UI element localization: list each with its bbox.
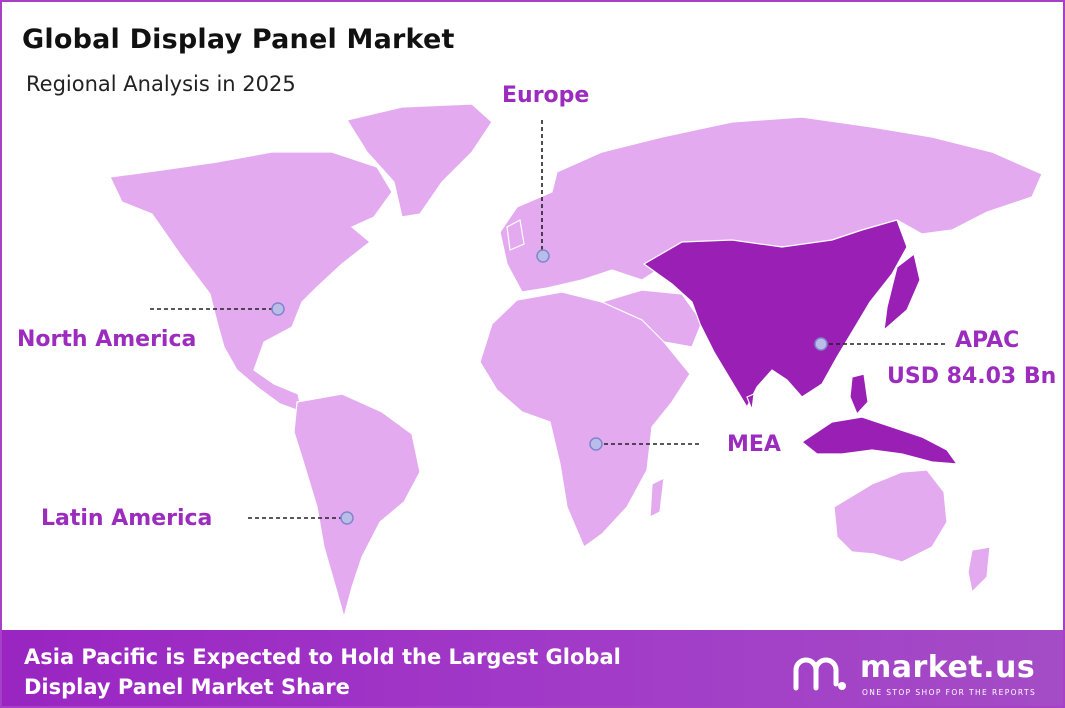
indonesia-region xyxy=(800,416,959,465)
madagascar-region xyxy=(649,476,665,519)
philippines-region xyxy=(849,373,869,416)
page-subtitle: Regional Analysis in 2025 xyxy=(26,72,296,96)
brand-name: market.us xyxy=(860,650,1036,685)
europe-marker xyxy=(536,249,550,263)
footer-line-1: Asia Pacific is Expected to Hold the Lar… xyxy=(24,645,621,669)
japan-region xyxy=(883,252,921,332)
new-zealand-region xyxy=(967,546,991,594)
label-mea: MEA xyxy=(727,432,781,457)
europe-russia-region xyxy=(499,116,1043,293)
page-title: Global Display Panel Market xyxy=(22,24,455,55)
label-latin-america: Latin America xyxy=(41,506,213,531)
apac-region xyxy=(642,219,908,409)
middle-east-region xyxy=(600,289,703,348)
label-north-america: North America xyxy=(17,327,197,352)
footer-line-2: Display Panel Market Share xyxy=(24,675,350,699)
sri-lanka-region xyxy=(746,393,755,411)
brand-block: market.us ONE STOP SHOP FOR THE REPORTS xyxy=(790,648,1050,698)
north-america-region xyxy=(109,151,393,413)
apac-marker xyxy=(814,337,828,351)
market-us-logo-icon xyxy=(793,657,846,691)
label-apac: APAC xyxy=(955,328,1020,353)
latin-america-marker xyxy=(340,511,354,525)
label-apac-value: USD 84.03 Bn xyxy=(887,364,1057,389)
greenland-region xyxy=(346,103,493,218)
australia-region xyxy=(833,469,948,563)
mea-marker xyxy=(589,437,603,451)
footer-banner: Asia Pacific is Expected to Hold the Lar… xyxy=(2,630,1063,706)
south-america-region xyxy=(293,393,421,620)
uk-region xyxy=(506,219,525,251)
footer-message: Asia Pacific is Expected to Hold the Lar… xyxy=(24,642,621,702)
north-america-marker xyxy=(271,302,285,316)
label-europe: Europe xyxy=(502,83,590,108)
brand-tagline: ONE STOP SHOP FOR THE REPORTS xyxy=(862,688,1037,697)
